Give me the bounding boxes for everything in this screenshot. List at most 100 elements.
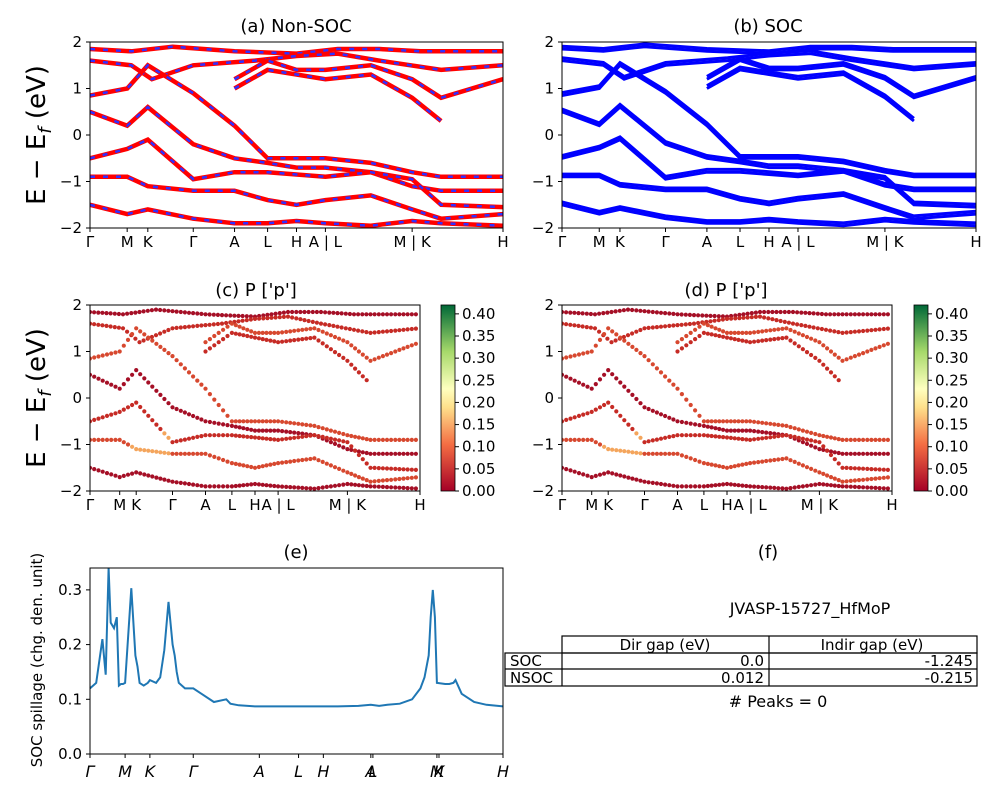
band-point: [638, 351, 643, 356]
band-point: [562, 437, 565, 442]
band-point: [613, 338, 618, 343]
band-point: [269, 315, 274, 320]
band-point: [372, 330, 377, 335]
band-point: [881, 475, 886, 480]
band-point: [881, 312, 886, 317]
band-point: [667, 378, 672, 383]
band-point: [821, 433, 826, 439]
band-point: [228, 313, 233, 318]
band-point: [688, 484, 693, 489]
band-point: [654, 366, 660, 371]
band-point: [697, 423, 702, 428]
band-point: [269, 312, 274, 317]
band-point: [345, 481, 350, 487]
band-point: [413, 341, 418, 346]
band-point: [821, 362, 826, 367]
band-point: [744, 419, 749, 424]
band-point: [288, 420, 293, 425]
band-point: [697, 433, 702, 438]
band-point: [618, 473, 623, 478]
band-point: [174, 406, 179, 412]
band-point: [609, 309, 614, 315]
band-point: [848, 312, 853, 317]
band-point: [245, 327, 250, 332]
band-point: [684, 484, 689, 489]
band-point: [638, 401, 643, 406]
band-point: [804, 441, 810, 446]
band-point: [393, 312, 398, 317]
band-point: [728, 482, 734, 487]
band-point: [104, 311, 109, 316]
band-point: [207, 346, 212, 351]
band-point: [852, 312, 858, 317]
band-line-split: [706, 65, 915, 120]
band-point: [109, 412, 114, 417]
band-point: [225, 423, 230, 428]
band-point: [300, 485, 305, 490]
colorbar-tick-label: 0.15: [462, 416, 495, 434]
band-point: [288, 329, 293, 334]
band-point: [663, 311, 668, 316]
band-point: [284, 420, 289, 425]
band-point: [717, 464, 722, 469]
band-point: [585, 384, 590, 389]
band-point: [663, 451, 668, 456]
band-point: [728, 419, 734, 424]
band-point: [732, 436, 737, 441]
band-point: [654, 410, 660, 415]
band-point: [748, 428, 753, 433]
band-point: [237, 483, 242, 488]
band-point: [389, 312, 394, 317]
band-point: [154, 449, 159, 454]
band-point: [869, 451, 874, 456]
band-point: [701, 321, 707, 326]
band-point: [341, 431, 346, 437]
band-point: [796, 435, 801, 440]
band-point: [800, 484, 806, 489]
band-point: [353, 448, 358, 453]
spillage-line: [89, 567, 504, 708]
band-point: [671, 451, 676, 456]
band-point: [646, 325, 651, 330]
band-point: [292, 430, 297, 435]
band-point: [705, 323, 710, 328]
band-point: [328, 463, 333, 468]
band-point: [580, 311, 585, 316]
band-point: [776, 422, 781, 427]
table-row-soc-dir: 0.0: [740, 652, 764, 670]
band-point: [96, 376, 101, 381]
band-point: [356, 435, 361, 440]
band-point: [215, 321, 220, 327]
band-point: [221, 457, 226, 463]
band-point: [229, 461, 234, 466]
band-point: [813, 482, 818, 487]
band-point: [182, 310, 187, 315]
band-point: [244, 318, 249, 323]
band-point: [261, 313, 266, 318]
x-tick-label: K: [131, 496, 142, 514]
band-point: [252, 428, 258, 433]
band-point: [221, 327, 226, 332]
band-point: [191, 435, 196, 440]
band-point: [796, 484, 801, 489]
band-point: [813, 338, 818, 343]
y-tick-label: 2: [544, 296, 554, 314]
band-point: [881, 437, 886, 442]
band-point: [134, 400, 139, 405]
band-point: [709, 433, 714, 439]
colorbar-tick-label: 0.25: [935, 371, 968, 389]
band-point: [696, 313, 701, 318]
band-point: [780, 336, 785, 341]
band-point: [296, 435, 301, 440]
band-point: [817, 470, 822, 475]
band-point: [296, 431, 301, 436]
band-point: [716, 314, 721, 319]
band-point: [316, 425, 321, 430]
x-tick-label: Γ: [640, 496, 649, 514]
band-point: [589, 386, 594, 391]
band-point: [104, 380, 110, 385]
band-point: [861, 485, 866, 490]
band-point: [332, 483, 338, 488]
band-point: [121, 440, 126, 445]
